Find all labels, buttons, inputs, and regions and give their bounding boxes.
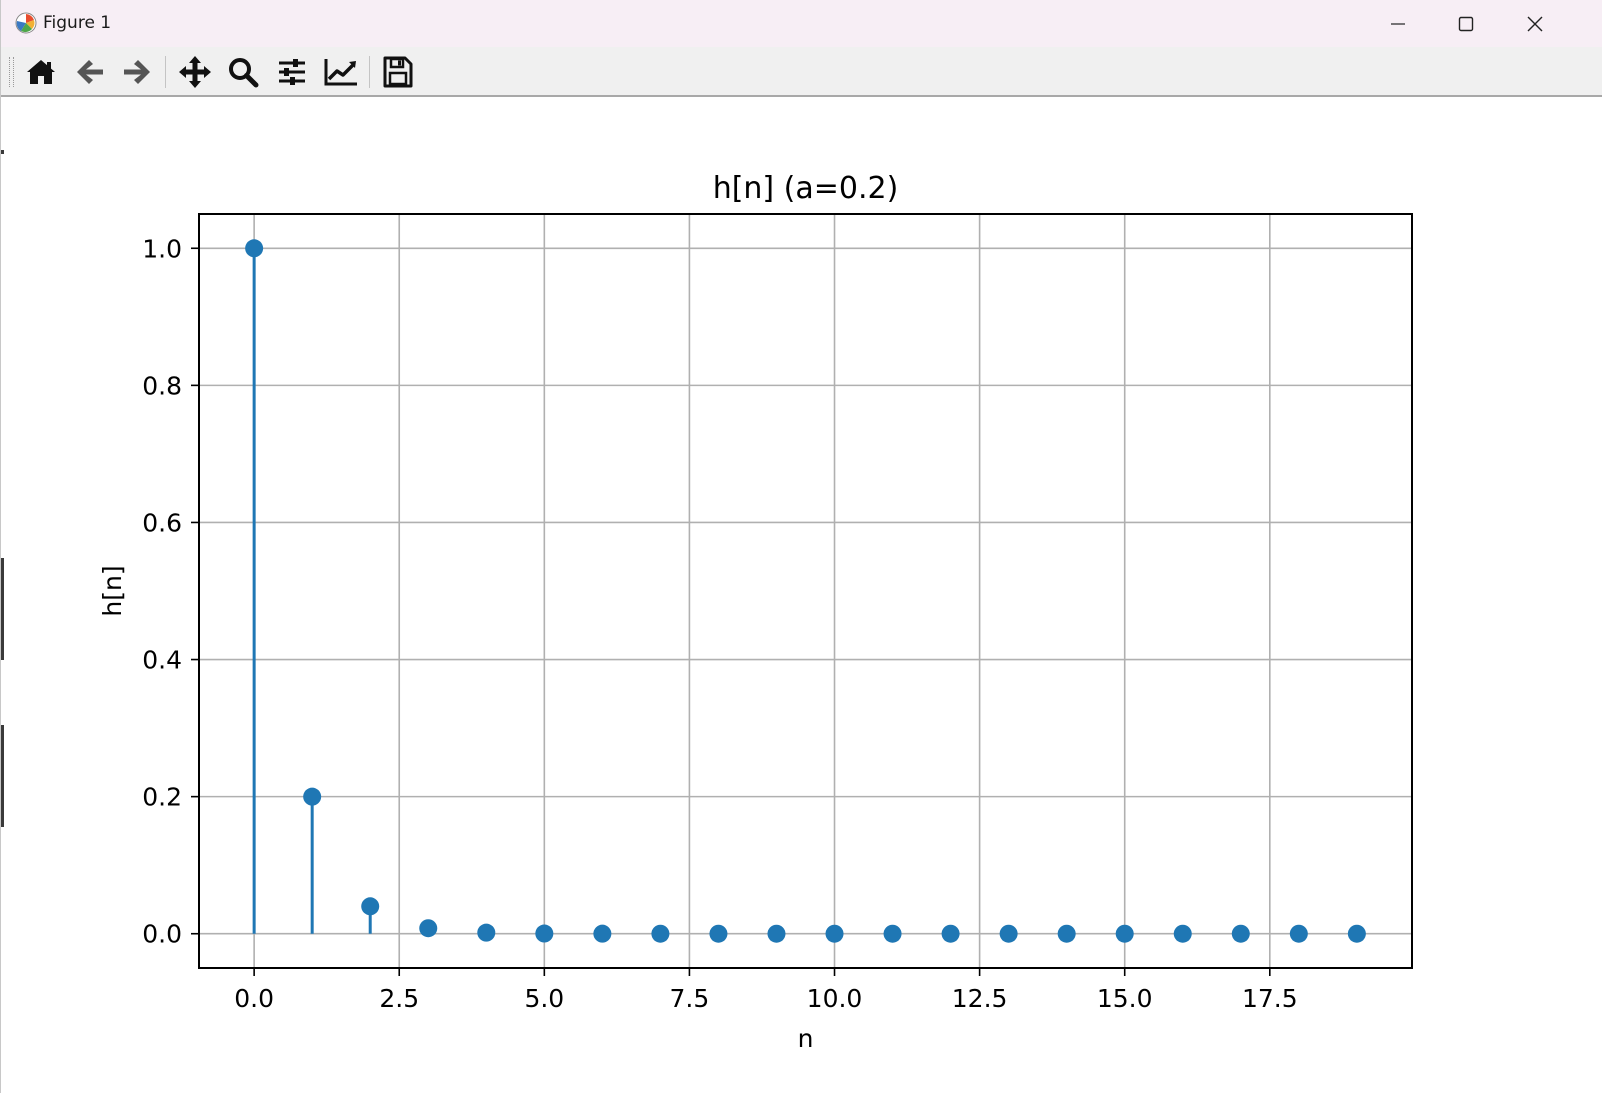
sliders-icon [279, 59, 305, 85]
y-axis-label: h[n] [98, 565, 127, 616]
line-chart-icon [324, 59, 357, 86]
window-title: Figure 1 [43, 13, 112, 33]
stem-marker [999, 924, 1018, 943]
stem-marker [1289, 924, 1308, 943]
title-bar[interactable]: Figure 1 [1, 0, 1602, 48]
stem-plot: 0.0 2.5 5.0 7.5 10.0 12.5 15.0 17.5 0.0 0.2 0.4 0.6… [98, 171, 1413, 1053]
toolbar-separator [165, 56, 166, 88]
forward-button[interactable] [117, 54, 157, 90]
axes-frame [198, 213, 1413, 969]
stem-marker [767, 924, 786, 943]
x-tick-label: 15.0 [1097, 984, 1153, 1013]
axes-background [199, 214, 1412, 968]
x-tick-label: 2.5 [379, 984, 419, 1013]
y-tick-label: 0.6 [142, 508, 182, 537]
y-tick-label: 0.8 [142, 371, 182, 400]
window-edge-mark [1, 150, 4, 154]
navigation-toolbar [1, 47, 1602, 97]
stem-marker [419, 919, 438, 938]
floppy-disk-icon [383, 56, 413, 88]
stem-marker [593, 924, 612, 943]
minimize-icon [1391, 22, 1405, 25]
x-axis-label: n [798, 1024, 814, 1053]
minimize-button[interactable] [1363, 0, 1433, 47]
back-button[interactable] [70, 54, 110, 90]
stem-marker [245, 239, 264, 258]
x-tick-label: 10.0 [807, 984, 863, 1013]
maximize-icon [1458, 16, 1474, 31]
x-tick-label: 17.5 [1242, 984, 1298, 1013]
stem-marker [651, 924, 670, 943]
stem-marker [477, 923, 496, 942]
configure-subplots-button[interactable] [272, 54, 312, 90]
arrow-left-icon [77, 60, 103, 84]
save-button[interactable] [378, 54, 418, 90]
x-tick-label: 0.0 [234, 984, 274, 1013]
figure-canvas[interactable]: 0.0 2.5 5.0 7.5 10.0 12.5 15.0 17.5 0.0 0.2 0.4 0.6… [2, 97, 1602, 1093]
arrow-right-icon [124, 60, 150, 84]
stem-marker [361, 897, 380, 916]
home-icon [27, 60, 55, 84]
stem-marker [883, 924, 902, 943]
window-edge-mark [1, 725, 4, 827]
maximize-button[interactable] [1431, 0, 1501, 47]
edit-axes-button[interactable] [321, 54, 361, 90]
stem-marker [825, 924, 844, 943]
stem-marker [1347, 924, 1366, 943]
stem-marker [1115, 924, 1134, 943]
stem-marker [535, 924, 554, 943]
magnifier-icon [229, 58, 259, 88]
matplotlib-logo-icon [15, 12, 37, 34]
y-tick-label: 0.0 [142, 920, 182, 949]
stem-marker [1057, 924, 1076, 943]
y-tick-label: 1.0 [142, 234, 182, 263]
stem-marker [1173, 924, 1192, 943]
stem-marker [303, 787, 322, 806]
y-tick-label: 0.2 [142, 783, 182, 812]
close-button[interactable] [1500, 0, 1570, 47]
chart-title: h[n] (a=0.2) [713, 171, 899, 206]
toolbar-separator [369, 56, 370, 88]
close-icon [1527, 16, 1543, 31]
x-tick-label: 5.0 [524, 984, 564, 1013]
toolbar-grip[interactable] [9, 57, 14, 87]
window-edge-mark [1, 558, 4, 660]
x-tick-label: 12.5 [952, 984, 1008, 1013]
stem-marker [941, 924, 960, 943]
stem-marker [1231, 924, 1250, 943]
stem-marker [709, 924, 728, 943]
y-tick-label: 0.4 [142, 646, 182, 675]
x-tick-label: 7.5 [670, 984, 710, 1013]
zoom-button[interactable] [223, 54, 263, 90]
move-icon [179, 56, 211, 88]
pan-button[interactable] [175, 54, 215, 90]
home-button[interactable] [21, 54, 61, 90]
